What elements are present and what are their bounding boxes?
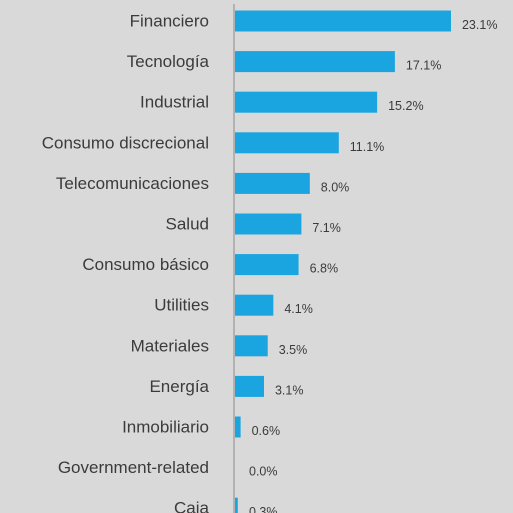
bar-utilities bbox=[235, 294, 274, 316]
bar-telecomunicaciones bbox=[235, 172, 310, 194]
category-label-inmobiliario: Inmobiliario bbox=[122, 418, 209, 437]
bar-salud bbox=[235, 213, 302, 235]
category-label-consumo-basico: Consumo básico bbox=[82, 255, 209, 274]
category-label-salud: Salud bbox=[166, 215, 209, 234]
bar-tecnologia bbox=[235, 51, 395, 73]
value-label-government-related: 0.0% bbox=[249, 465, 278, 479]
value-labels: 23.1% 17.1% 15.2% 11.1% 8.0% 7.1% 6.8% 4.1% 3.5%… bbox=[249, 18, 497, 513]
category-label-materiales: Materiales bbox=[131, 336, 209, 355]
category-labels: Financiero Tecnología Industrial Consumo di… bbox=[42, 12, 210, 513]
value-label-salud: 7.1% bbox=[312, 221, 341, 235]
category-label-financiero: Financiero bbox=[130, 12, 209, 31]
bar-consumo-basico bbox=[235, 254, 299, 276]
value-label-energia: 3.1% bbox=[275, 383, 304, 397]
category-label-utilities: Utilities bbox=[154, 296, 209, 315]
category-label-caja: Caja bbox=[174, 499, 210, 513]
category-label-tecnologia: Tecnología bbox=[127, 52, 210, 71]
category-label-industrial: Industrial bbox=[140, 93, 209, 112]
category-label-energia: Energía bbox=[149, 377, 209, 396]
bar-financiero bbox=[235, 10, 451, 32]
category-label-government-related: Government-related bbox=[58, 458, 209, 477]
value-label-inmobiliario: 0.6% bbox=[252, 424, 280, 438]
category-label-telecomunicaciones: Telecomunicaciones bbox=[56, 174, 209, 193]
value-label-utilities: 4.1% bbox=[284, 302, 313, 316]
bars bbox=[235, 10, 451, 513]
value-label-financiero: 23.1% bbox=[462, 18, 497, 32]
bar-materiales bbox=[235, 335, 268, 357]
bar-inmobiliario bbox=[235, 416, 241, 438]
bar-energia bbox=[235, 375, 264, 397]
value-label-telecomunicaciones: 8.0% bbox=[321, 180, 350, 194]
category-label-consumo-discrecional: Consumo discrecional bbox=[42, 133, 209, 152]
value-label-caja: 0.3% bbox=[249, 505, 278, 513]
value-label-materiales: 3.5% bbox=[279, 343, 308, 357]
value-label-tecnologia: 17.1% bbox=[406, 59, 441, 73]
value-label-industrial: 15.2% bbox=[388, 99, 423, 113]
bar-consumo-discrecional bbox=[235, 132, 339, 154]
value-label-consumo-discrecional: 11.1% bbox=[350, 140, 385, 154]
bar-caja bbox=[235, 497, 238, 513]
value-label-consumo-basico: 6.8% bbox=[310, 262, 339, 276]
bar-industrial bbox=[235, 91, 378, 113]
